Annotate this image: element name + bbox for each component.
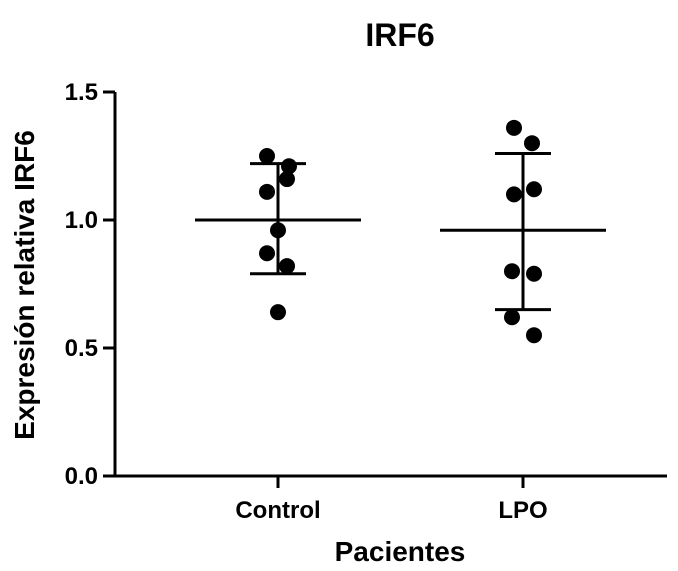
data-point [506,119,522,136]
data-point [279,258,295,275]
data-point [526,181,542,198]
data-point [259,245,275,262]
x-axis-label: Pacientes [335,536,466,567]
data-point [506,186,522,203]
data-point [526,327,542,344]
y-tick-label: 0.5 [65,335,98,362]
data-point [524,135,540,152]
y-axis-label: Expresión relativa IRF6 [9,130,40,440]
data-point [504,309,520,326]
data-point [259,148,275,164]
plot-area: 0.0 0.5 1.0 1.5 Control LPO [65,79,667,524]
x-tick-label: Control [235,497,320,524]
data-point [259,183,275,200]
y-tick-label: 1.5 [65,79,98,106]
data-point [504,263,520,280]
y-tick-label: 1.0 [65,207,98,234]
data-point [526,265,542,282]
data-point [270,304,286,321]
x-tick-label: LPO [498,497,547,524]
y-tick-label: 0.0 [65,463,98,490]
data-point [279,171,295,188]
chart-title: IRF6 [365,17,434,53]
